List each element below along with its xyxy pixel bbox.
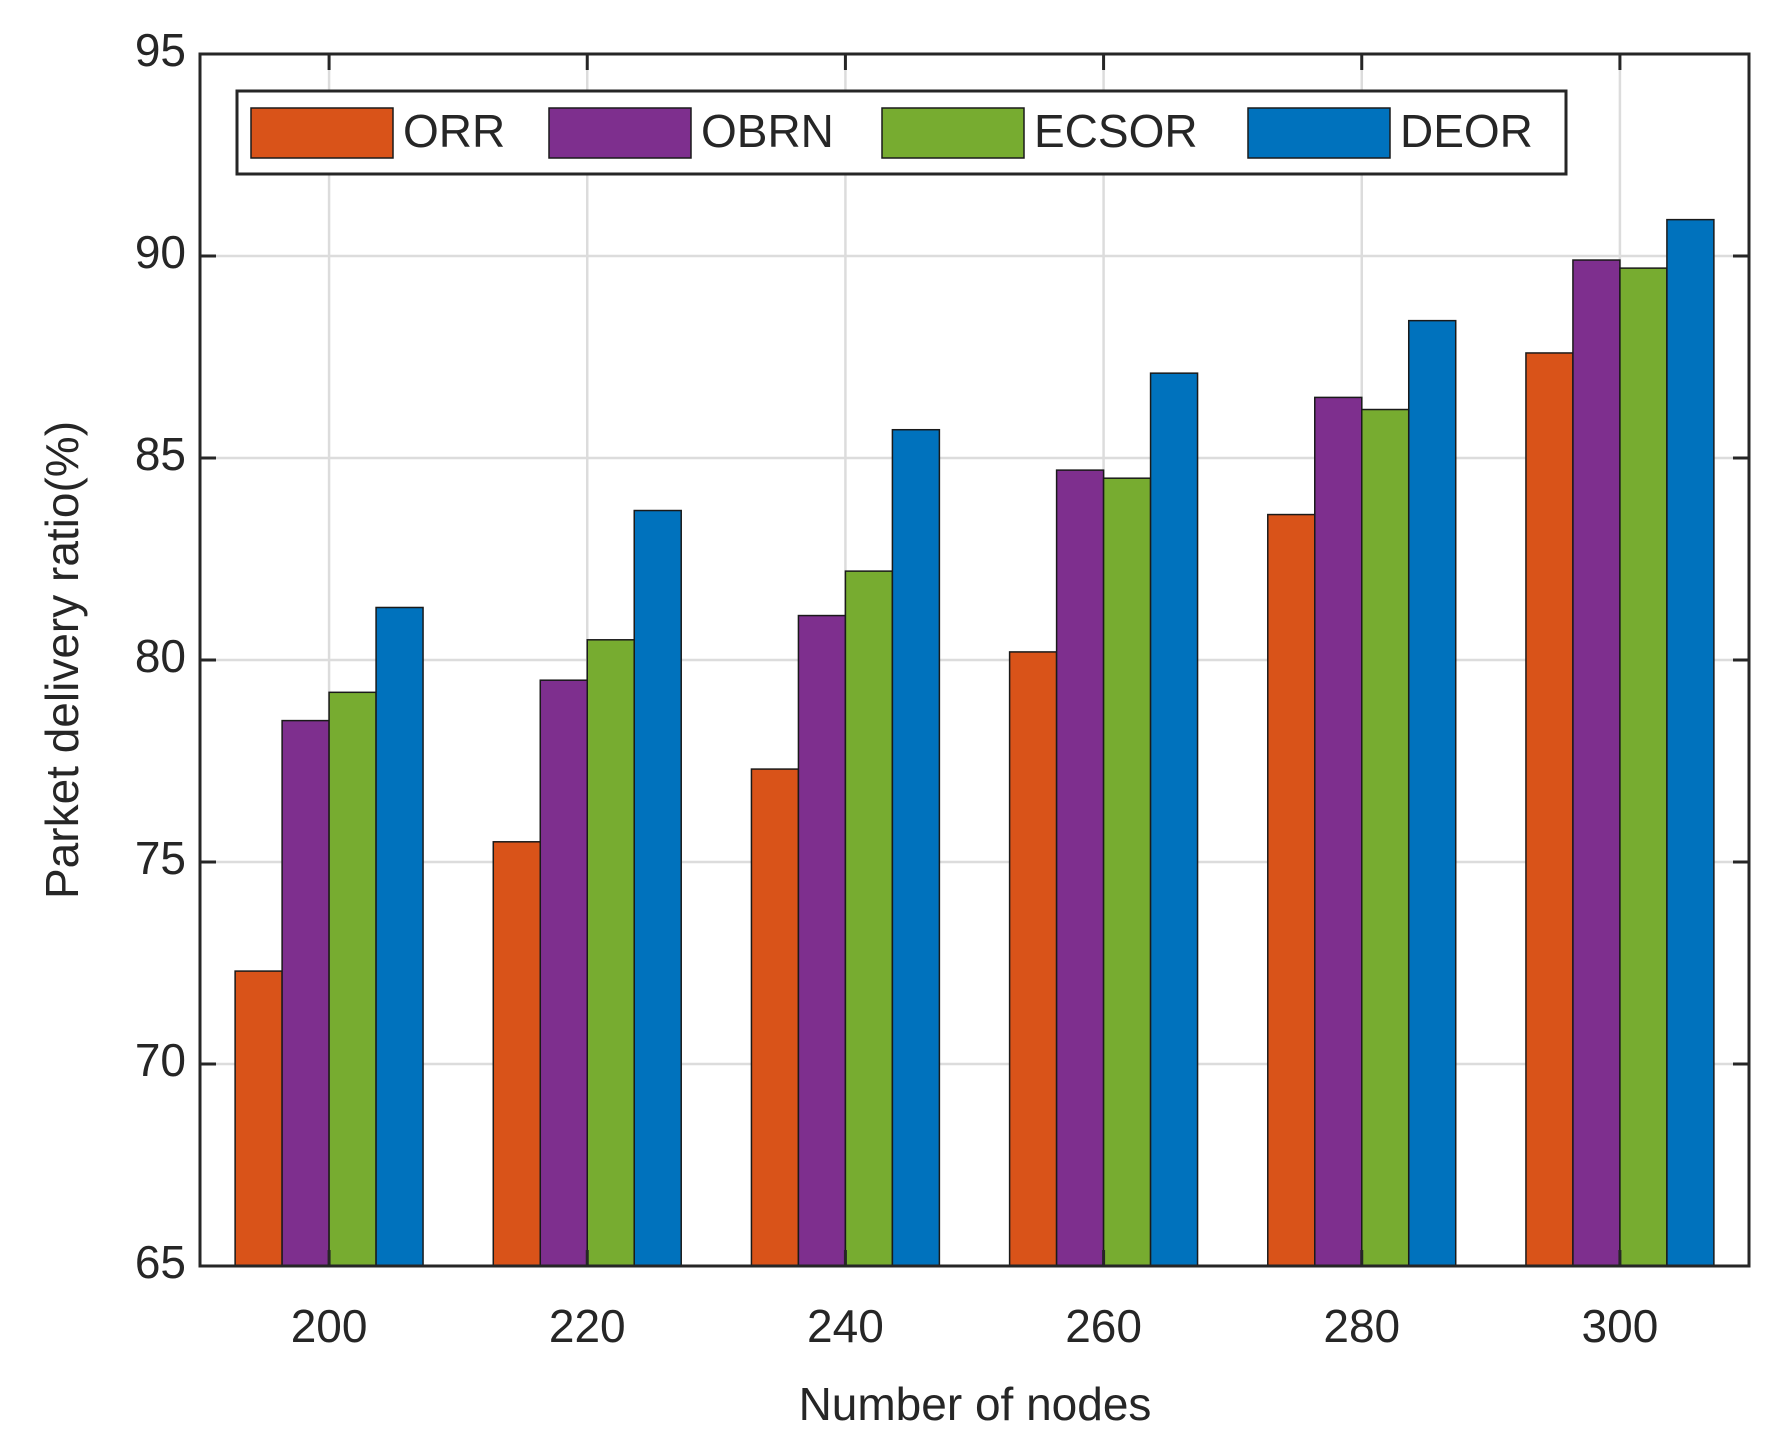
bar (891, 428, 941, 1267)
bar (750, 768, 800, 1267)
y-tick-label: 70 (135, 1034, 186, 1086)
bar (1361, 408, 1410, 1267)
legend-label: ORR (403, 105, 505, 157)
y-tick-label: 75 (135, 832, 186, 884)
bar (539, 679, 589, 1267)
bar (375, 606, 424, 1267)
legend-label: OBRN (701, 105, 834, 157)
bar (633, 509, 682, 1267)
bar (1572, 259, 1621, 1267)
bar (844, 570, 894, 1267)
legend-label: DEOR (1400, 105, 1533, 157)
x-tick-label: 200 (291, 1300, 368, 1352)
y-tick-label: 80 (135, 630, 186, 682)
x-axis-label: Number of nodes (799, 1378, 1152, 1430)
bar (281, 719, 330, 1267)
x-tick-label: 220 (549, 1300, 626, 1352)
bar (1149, 372, 1199, 1267)
bar (234, 970, 283, 1267)
bar (1407, 319, 1457, 1267)
bar (328, 691, 377, 1267)
y-tick-label: 95 (135, 24, 186, 76)
legend-swatch (1247, 107, 1391, 159)
legend-label: ECSOR (1034, 105, 1198, 157)
bar (1267, 513, 1316, 1267)
bar (586, 639, 635, 1267)
x-tick-label: 240 (807, 1300, 884, 1352)
x-tick-label: 260 (1065, 1300, 1142, 1352)
bar (1008, 651, 1058, 1267)
bar (1314, 396, 1363, 1267)
bar (1619, 267, 1668, 1267)
bar (1666, 218, 1715, 1267)
bar (797, 614, 847, 1267)
legend-swatch (548, 107, 692, 159)
legend-swatch (881, 107, 1025, 159)
bar (1055, 469, 1105, 1267)
x-tick-label: 280 (1323, 1300, 1400, 1352)
y-axis-label: Parket delivery ratio(%) (36, 421, 88, 899)
bar (492, 841, 542, 1267)
x-tick-label: 300 (1582, 1300, 1659, 1352)
bar (1525, 352, 1574, 1267)
y-tick-label: 90 (135, 226, 186, 278)
y-tick-label: 85 (135, 428, 186, 480)
bar (1102, 477, 1152, 1267)
y-tick-label: 65 (135, 1236, 186, 1288)
legend-swatch (250, 107, 394, 159)
